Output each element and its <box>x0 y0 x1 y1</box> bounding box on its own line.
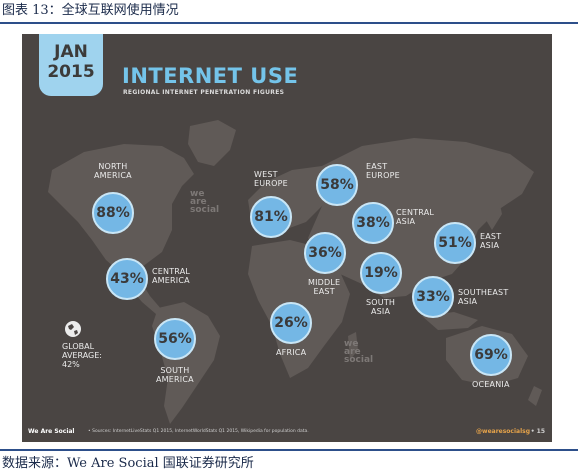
bubble-africa: 26% <box>270 302 312 344</box>
watermark-top: we are social <box>190 189 220 215</box>
source-divider <box>0 449 578 451</box>
bubble-central-america: 43% <box>106 258 148 300</box>
label-central-asia: CENTRAL ASIA <box>396 208 435 226</box>
caption-divider <box>0 22 578 24</box>
watermark-bottom: we are social <box>344 339 374 365</box>
label-west-europe: WEST EUROPE <box>254 170 288 188</box>
bubble-east-asia: 51% <box>434 222 476 264</box>
bubble-west-europe: 81% <box>250 196 292 238</box>
bubble-north-america: 88% <box>92 192 134 234</box>
date-year: 2015 <box>47 62 95 82</box>
label-east-asia: EAST ASIA <box>480 232 502 250</box>
label-southeast-asia: SOUTHEAST ASIA <box>458 288 509 306</box>
globe-icon <box>65 321 81 337</box>
bubble-middle-east: 36% <box>304 232 346 274</box>
watermark-social: social <box>190 205 220 215</box>
bubble-southeast-asia: 33% <box>412 276 454 318</box>
footer-sources: • Sources: InternetLiveStats Q1 2015, In… <box>88 429 309 434</box>
label-east-europe: EAST EUROPE <box>366 162 400 180</box>
greenland-shape <box>188 120 236 166</box>
source-note: 数据来源：We Are Social 国联证券研究所 <box>2 456 254 471</box>
watermark-are: are <box>344 347 361 357</box>
infographic-slide: JAN 2015 INTERNET USE REGIONAL INTERNET … <box>22 34 552 442</box>
label-africa: AFRICA <box>276 348 307 357</box>
date-badge: JAN 2015 <box>39 34 103 96</box>
footer-handle: @wearesocialsg <box>476 428 530 435</box>
global-label-2: AVERAGE: <box>62 351 103 360</box>
new-zealand-shape <box>528 386 542 406</box>
label-north-america: NORTH AMERICA <box>94 162 132 180</box>
japan-shape <box>486 196 502 230</box>
label-oceania: OCEANIA <box>472 380 510 389</box>
global-label: GLOBAL <box>62 342 95 351</box>
date-month: JAN <box>54 42 88 62</box>
footer-brand: We Are Social <box>28 428 75 435</box>
label-south-asia: SOUTH ASIA <box>366 298 396 316</box>
watermark-social: social <box>344 355 374 365</box>
bubble-east-europe: 58% <box>316 164 358 206</box>
bubble-south-asia: 19% <box>360 252 402 294</box>
figure-caption: 图表 13：全球互联网使用情况 <box>2 3 179 18</box>
bubble-central-asia: 38% <box>352 202 394 244</box>
global-average: GLOBAL AVERAGE: 42% <box>62 342 102 369</box>
label-central-america: CENTRAL AMERICA <box>152 267 191 285</box>
footer-page-number: • 15 <box>530 428 545 435</box>
slide-title: INTERNET USE <box>122 64 299 88</box>
bubble-south-america: 56% <box>154 318 196 360</box>
bubble-oceania: 69% <box>470 334 512 376</box>
madagascar-shape <box>348 332 358 360</box>
global-value: 42% <box>62 360 80 369</box>
slide-subtitle: REGIONAL INTERNET PENETRATION FIGURES <box>123 89 285 96</box>
label-middle-east: MIDDLE EAST <box>308 278 341 296</box>
watermark-we: we <box>190 189 205 199</box>
watermark-are: are <box>190 197 207 207</box>
watermark-we: we <box>344 339 359 349</box>
label-south-america: SOUTH AMERICA <box>156 366 194 384</box>
